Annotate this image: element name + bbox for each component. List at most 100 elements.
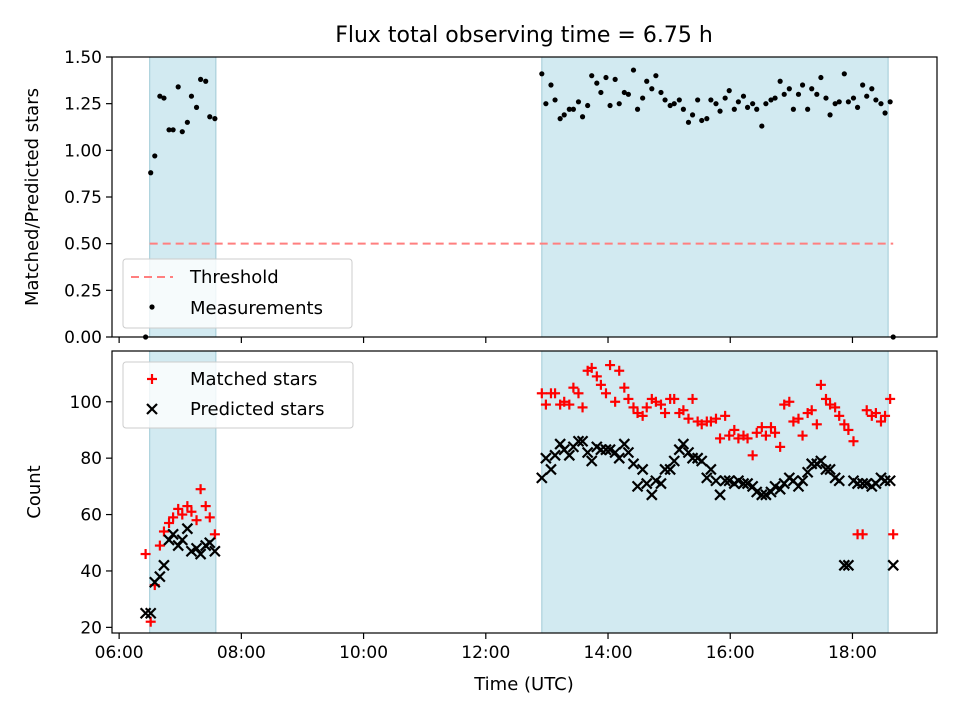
predicted-star-point: [640, 477, 653, 490]
predicted-star-point: [600, 443, 612, 456]
matched-star-point: [830, 402, 841, 413]
chart-title: Flux total observing time = 6.75 h: [335, 23, 713, 48]
predicted-star-point: [572, 435, 585, 448]
matched-star-point: [595, 379, 606, 390]
measurement-point: [630, 67, 637, 73]
y-tick-label: 40: [80, 562, 102, 582]
measurement-point: [207, 114, 213, 120]
matched-star-point: [623, 393, 634, 404]
matched-star-point: [145, 616, 156, 627]
matched-star-point: [186, 506, 197, 517]
predicted-star-point: [842, 559, 855, 572]
matched-star-point: [577, 402, 588, 413]
matched-star-point: [540, 399, 551, 410]
matched-star-point: [811, 419, 822, 430]
matched-star-point: [614, 365, 625, 376]
y-tick-label: 0.75: [64, 188, 102, 208]
measurement-point: [750, 101, 756, 107]
measurement-point: [873, 97, 879, 103]
predicted-star-point: [618, 438, 631, 450]
matched-star-point: [683, 413, 694, 424]
measurement-point: [203, 78, 209, 84]
predicted-star-point: [631, 480, 644, 493]
measurement-point: [845, 99, 851, 105]
matched-star-point: [788, 416, 799, 427]
x-tick-label: 14:00: [584, 643, 633, 663]
matched-star-point: [820, 393, 831, 404]
predicted-star-point: [563, 449, 576, 462]
measurement-point: [161, 95, 167, 101]
matched-star-point: [885, 393, 896, 404]
predicted-star-point: [536, 472, 548, 484]
measurement-point: [823, 95, 829, 101]
bottom-legend: Matched stars Predicted stars: [122, 361, 354, 429]
predicted-star-point: [172, 539, 184, 552]
matched-star-point: [888, 529, 899, 540]
x-tick-label: 08:00: [217, 643, 266, 663]
measurement-point: [754, 106, 760, 112]
matched-star-point: [564, 399, 575, 410]
matched-star-point: [559, 396, 570, 407]
predicted-star-point: [701, 472, 713, 484]
matched-star-point: [756, 422, 767, 433]
measurement-point: [157, 93, 163, 99]
measurement-point: [170, 127, 176, 133]
measurement-point: [827, 112, 833, 118]
y-tick-label: 0.00: [64, 328, 102, 348]
matched-star-point: [637, 410, 648, 421]
matched-star-point: [710, 413, 721, 424]
bottom-panel: 20 40 60 80 100 06:00 08:00 10:00 12:00 14:00 16:…: [24, 350, 938, 663]
predicted-star-point: [851, 477, 864, 490]
measurement-point: [777, 78, 783, 84]
bottom-plot-frame: [111, 350, 938, 634]
matched-star-point: [632, 408, 643, 419]
measurement-point: [878, 101, 884, 107]
measurement-point: [850, 95, 857, 101]
matched-star-point: [742, 433, 753, 444]
measurement-point: [539, 71, 545, 77]
measurement-point: [570, 106, 576, 112]
measurement-point: [152, 153, 158, 159]
matched-star-point: [715, 433, 726, 444]
predicted-star-point: [613, 452, 626, 464]
measurement-point: [621, 89, 627, 96]
matched-star-point: [655, 399, 666, 410]
predicted-star-point: [710, 474, 722, 487]
matched-star-point: [834, 410, 845, 421]
predicted-star-point: [576, 435, 589, 448]
matched-star-point: [793, 413, 804, 424]
measurement-point: [795, 91, 802, 97]
measurement-point: [166, 127, 172, 133]
predicted-star-point: [719, 474, 731, 487]
predicted-star-point: [737, 477, 750, 490]
predicted-star-point: [705, 463, 717, 476]
predicted-star-point: [646, 489, 658, 501]
measurement-point: [685, 119, 692, 125]
predicted-star-point: [163, 534, 175, 546]
measurement-point: [841, 71, 847, 77]
matched-star-point: [848, 436, 859, 447]
measurement-point: [814, 91, 820, 97]
predicted-star-point: [695, 455, 708, 467]
predicted-star-point: [636, 463, 649, 476]
predicted-star-point: [190, 542, 203, 555]
measurement-point: [768, 97, 774, 103]
x-tick-label: 10:00: [339, 643, 388, 663]
matched-star-point: [815, 379, 826, 390]
predicted-star-point: [144, 607, 157, 620]
shaded-interval: [541, 56, 889, 338]
matched-star-point: [747, 450, 758, 461]
predicted-star-point: [774, 483, 786, 495]
legend-matched-label: Matched stars: [190, 369, 317, 390]
top-legend: Threshold Measurements: [122, 258, 353, 329]
measurement-point: [726, 88, 732, 94]
measurement-point: [603, 74, 609, 81]
measurement-point: [566, 106, 572, 112]
measurement-point: [740, 93, 747, 99]
measurement-point: [594, 80, 600, 86]
matched-star-point: [861, 405, 872, 416]
measurement-point: [607, 102, 613, 109]
predicted-star-point: [154, 570, 166, 583]
measurement-point: [634, 106, 641, 112]
measurement-point: [805, 106, 811, 112]
